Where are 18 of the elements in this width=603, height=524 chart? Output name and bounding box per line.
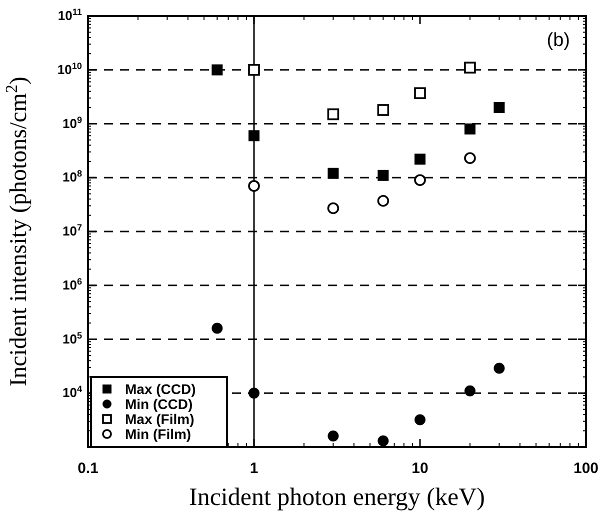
y-tick-label: 10$^{4}$: [62, 384, 83, 400]
y-tick-label: 10$^{5}$: [62, 330, 82, 346]
x-tick-label: 100: [573, 460, 599, 477]
x-tick-label: 0.1: [78, 460, 98, 477]
legend-label: Max (CCD): [125, 381, 196, 397]
y-tick-label: 10$^{9}$: [62, 114, 82, 131]
y-tick-label: 10$^{7}$: [62, 222, 82, 238]
x-axis-title: Incident photon energy (keV): [189, 484, 485, 511]
y-tick-label: 10$^{8}$: [62, 168, 82, 185]
legend-label: Max (Film): [125, 411, 194, 427]
annotation: (b): [546, 30, 570, 51]
y-tick-label: 10$^{6}$: [62, 276, 82, 292]
y-tick-label: 10$^{11}$: [58, 7, 82, 23]
x-tick-label: 1: [250, 460, 258, 477]
y-tick-label: 10$^{10}$: [57, 60, 82, 77]
legend-label: Min (CCD): [125, 396, 193, 412]
legend-label: Min (Film): [125, 426, 192, 442]
x-tick-label: 10: [412, 460, 428, 477]
